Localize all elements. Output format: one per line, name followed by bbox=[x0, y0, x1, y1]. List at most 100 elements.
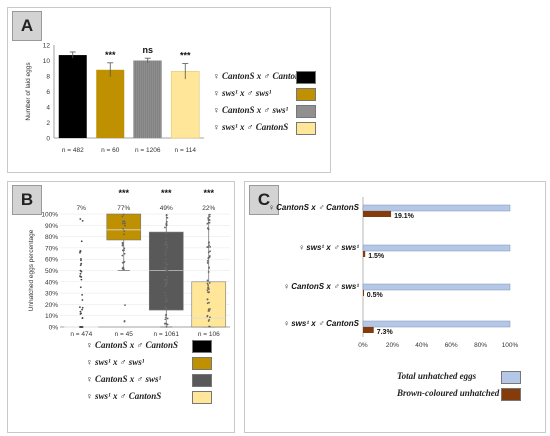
data-point bbox=[81, 293, 83, 296]
data-point bbox=[206, 298, 209, 301]
data-point bbox=[164, 251, 167, 254]
legend-a-label: ♀ CantonS x ♂ sws¹ bbox=[213, 105, 289, 115]
data-point bbox=[165, 325, 168, 328]
data-point bbox=[123, 222, 126, 225]
legend-b-swatch bbox=[192, 374, 212, 387]
data-point bbox=[79, 272, 82, 275]
data-point bbox=[80, 257, 82, 260]
y-tick-label: 70% bbox=[45, 245, 58, 252]
data-point bbox=[121, 222, 124, 225]
data-point bbox=[165, 223, 168, 226]
data-point bbox=[207, 284, 210, 287]
data-point bbox=[209, 250, 212, 253]
data-point bbox=[206, 302, 209, 305]
data-point bbox=[208, 325, 211, 328]
data-point bbox=[166, 299, 168, 302]
data-point bbox=[206, 222, 209, 225]
data-point bbox=[165, 242, 168, 245]
data-point bbox=[165, 240, 168, 243]
data-point bbox=[206, 227, 209, 230]
data-point bbox=[165, 297, 167, 300]
data-point bbox=[164, 294, 167, 297]
value-label: 19.1% bbox=[394, 213, 415, 220]
legend-a-label: ♀ CantonS x ♂ CantonS bbox=[213, 71, 306, 81]
data-point bbox=[207, 271, 210, 273]
y-tick-label: 10% bbox=[45, 313, 58, 320]
data-point bbox=[166, 269, 169, 272]
data-point bbox=[122, 268, 125, 271]
y-tick-label: 10 bbox=[43, 58, 51, 65]
data-point bbox=[208, 215, 211, 218]
data-point bbox=[208, 267, 210, 269]
significance-label: *** bbox=[118, 188, 129, 198]
legend-c-swatch bbox=[501, 388, 521, 401]
row-label: ♀ CantonS x ♂ sws¹ bbox=[283, 282, 359, 291]
y-tick-label: 12 bbox=[43, 43, 51, 50]
significance-label: *** bbox=[105, 50, 116, 60]
data-point bbox=[207, 308, 210, 311]
data-point bbox=[208, 309, 211, 312]
bar-total bbox=[362, 283, 511, 291]
data-point bbox=[122, 220, 124, 223]
legend-a-swatch bbox=[296, 105, 316, 118]
panel-a: A 0 2 4 6 8 10 12 Number of laid eggs n = 482 ***… bbox=[7, 7, 331, 173]
significance-label: *** bbox=[180, 51, 191, 61]
data-point bbox=[166, 243, 169, 246]
data-point bbox=[79, 250, 82, 252]
bar bbox=[96, 69, 125, 138]
bar-brown bbox=[363, 211, 392, 217]
data-point bbox=[206, 282, 209, 285]
data-point bbox=[79, 218, 82, 220]
data-point bbox=[164, 261, 166, 264]
significance-label: *** bbox=[161, 188, 172, 198]
data-point bbox=[80, 278, 83, 281]
bar-total bbox=[362, 320, 511, 328]
bar-total bbox=[362, 244, 511, 252]
data-point bbox=[166, 275, 169, 278]
n-label: n = 45 bbox=[115, 331, 134, 338]
data-point bbox=[166, 278, 169, 281]
legend-b-swatch bbox=[192, 391, 212, 404]
data-point bbox=[163, 291, 166, 294]
legend-b-label: ♀ sws¹ x ♂ sws¹ bbox=[86, 357, 145, 367]
panel-c-label: C bbox=[249, 185, 279, 215]
data-point bbox=[80, 240, 83, 243]
data-point bbox=[124, 304, 126, 307]
data-point bbox=[209, 245, 212, 248]
data-point bbox=[165, 214, 168, 216]
data-point bbox=[166, 317, 169, 320]
significance-label: *** bbox=[203, 188, 214, 198]
value-label: 7.3% bbox=[377, 329, 394, 336]
data-point bbox=[164, 253, 167, 256]
data-point bbox=[206, 259, 209, 262]
data-point bbox=[208, 291, 210, 293]
data-point bbox=[209, 316, 211, 319]
y-tick-label: 60% bbox=[45, 257, 58, 264]
data-point bbox=[121, 215, 124, 218]
data-point bbox=[208, 318, 211, 321]
legend-c-label: Total unhatched eggs bbox=[397, 371, 477, 381]
data-point bbox=[80, 326, 82, 328]
data-point bbox=[206, 314, 209, 317]
legend-b-label: ♀ CantonS x ♂ CantonS bbox=[86, 340, 179, 350]
y-tick-label: 0% bbox=[49, 325, 59, 332]
panel-b: B 0% 10% 20% 30% 40% 50% 60% 70% 80% 90% 100% Unhat… bbox=[7, 181, 235, 433]
data-point bbox=[80, 262, 83, 265]
data-point bbox=[166, 323, 169, 326]
data-point bbox=[207, 286, 210, 289]
data-point bbox=[164, 226, 166, 229]
data-point bbox=[208, 241, 210, 244]
bar-total bbox=[362, 204, 511, 212]
data-point bbox=[166, 216, 169, 219]
data-point bbox=[81, 299, 84, 301]
x-tick-label: 100% bbox=[502, 342, 519, 349]
data-point bbox=[166, 281, 169, 284]
data-point bbox=[165, 237, 168, 240]
n-label: n = 106 bbox=[198, 331, 220, 338]
data-point bbox=[80, 259, 82, 262]
data-point bbox=[166, 220, 168, 223]
data-point bbox=[206, 246, 209, 248]
significance-label: ns bbox=[142, 45, 153, 55]
n-label: n = 114 bbox=[175, 147, 197, 154]
data-point bbox=[166, 263, 169, 266]
